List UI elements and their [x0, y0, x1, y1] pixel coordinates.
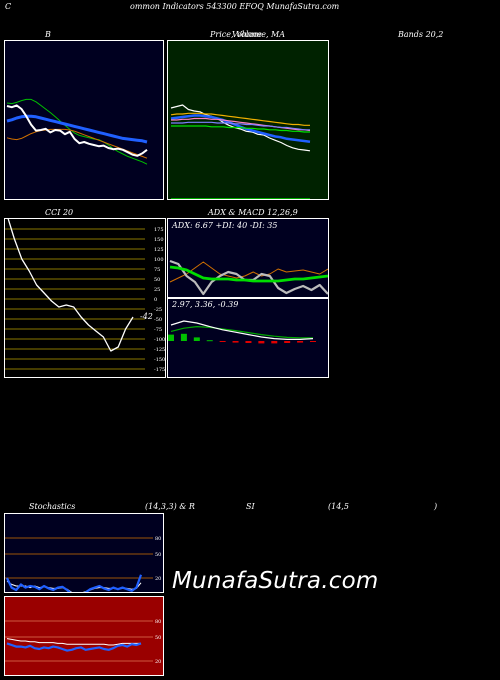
cci-tick-label: 50: [154, 277, 160, 283]
macd-histogram-bar: [232, 341, 239, 343]
bands-label-b: B: [45, 30, 51, 39]
cci-tick-label: 100: [154, 257, 164, 263]
bollinger-panel: [4, 40, 164, 200]
ma-line-1: [170, 112, 310, 126]
cci-last-value: -42: [140, 312, 153, 321]
stochastics-tick-label: 50: [155, 552, 161, 558]
rsi-close-paren: ): [434, 502, 438, 511]
cci-tick-label: -75: [154, 327, 162, 333]
bollinger-upper-line: [6, 98, 148, 165]
rsi-signal-line: [6, 638, 141, 646]
adx-minus-di-line: [169, 261, 328, 283]
cci-tick-label: 0: [154, 297, 157, 303]
cci-tick-label: 25: [154, 287, 160, 293]
rsi-label-si: SI: [246, 502, 255, 511]
adx-values-label: ADX: 6.67 +DI: 40 -DI: 35: [172, 221, 278, 230]
stochastics-label: Stochastics: [29, 502, 76, 511]
rsi-line: [6, 642, 142, 652]
stochastics-chart: 80 50 20: [5, 536, 161, 592]
cci-tick-label: 125: [154, 247, 164, 253]
macd-histogram-bar: [258, 341, 265, 344]
cci-tick-label: 175: [154, 227, 164, 233]
macd-histogram-bar: [245, 341, 252, 343]
macd-histogram-bar: [310, 341, 316, 342]
macd-histogram-bar: [297, 341, 304, 343]
ma-line-4: [171, 121, 310, 131]
rsi-params-label: (14,5: [328, 502, 349, 511]
cci-chart: 175 150 125 100 75 50 25 0 -25 -50 -75 -100 -125 -150…: [5, 219, 165, 373]
macd-chart: [168, 320, 316, 344]
cci-tick-label: 150: [154, 237, 164, 243]
cci-label: CCI 20: [45, 208, 74, 217]
cci-tick-label: -150: [154, 357, 165, 363]
bands-params-label: Bands 20,2: [398, 30, 444, 39]
ma-line-3: [171, 117, 311, 132]
price-volume-ma-panel: [167, 40, 329, 200]
ma-line-2: [170, 114, 311, 144]
macd-values-label: 2.97, 3.36, -0.39: [172, 300, 239, 309]
cci-tick-label: -175: [154, 367, 165, 373]
stoch-params-label: (14,3,3) & R: [145, 502, 195, 511]
cci-tick-label: -125: [154, 347, 165, 353]
adx-line: [169, 265, 328, 283]
cci-panel: 175 150 125 100 75 50 25 0 -25 -50 -75 -100 -125 -150…: [4, 218, 166, 378]
stochastics-k-line: [6, 574, 143, 592]
stochastics-tick-label: 20: [155, 576, 161, 582]
page-title: ommon Indicators 543300 EFOQ MunafaSutra…: [130, 2, 340, 11]
cci-tick-label: -50: [154, 317, 162, 323]
price-ma-label-overlay: Volume: [232, 30, 262, 39]
ma-line-5: [171, 125, 310, 133]
cci-tick-label: -25: [154, 307, 162, 313]
price-volume-ma-chart: [170, 104, 311, 199]
adx-panel: ADX: 6.67 +DI: 40 -DI: 35: [167, 218, 329, 298]
adx-macd-label: ADX & MACD 12,26,9: [208, 208, 298, 217]
stochastics-panel: 80 50 20: [4, 513, 164, 593]
ma-line-0: [170, 104, 311, 152]
cci-tick-label: 75: [154, 267, 160, 273]
macd-panel: 2.97, 3.36, -0.39: [167, 298, 329, 378]
macd-histogram-bar: [284, 341, 291, 343]
adx-chart: [169, 259, 328, 296]
macd-histogram-bar: [206, 340, 213, 342]
macd-histogram-bar: [193, 337, 200, 341]
price-ma-label: Price, Volume, MA: [210, 30, 286, 39]
cci-line: [7, 219, 134, 352]
bollinger-middle-line: [6, 114, 148, 144]
header-c: C: [5, 2, 12, 11]
macd-signal-line: [170, 326, 313, 339]
rsi-tick-label: 20: [155, 659, 161, 665]
rsi-tick-label: 50: [155, 635, 161, 641]
macd-histogram-bar: [219, 341, 226, 342]
rsi-chart: 80 50 20: [5, 619, 161, 665]
macd-line: [170, 320, 314, 341]
rsi-panel: 80 50 20: [4, 596, 164, 676]
stochastics-tick-label: 80: [155, 536, 161, 542]
cci-tick-label: -100: [154, 337, 165, 343]
macd-histogram-bar: [168, 334, 174, 341]
rsi-tick-label: 80: [155, 619, 161, 625]
bollinger-close-line: [6, 104, 148, 157]
macd-histogram-bar: [180, 333, 187, 341]
watermark: MunafaSutra.com: [172, 568, 379, 594]
bollinger-chart: [6, 98, 148, 165]
macd-histogram-bar: [271, 341, 278, 344]
